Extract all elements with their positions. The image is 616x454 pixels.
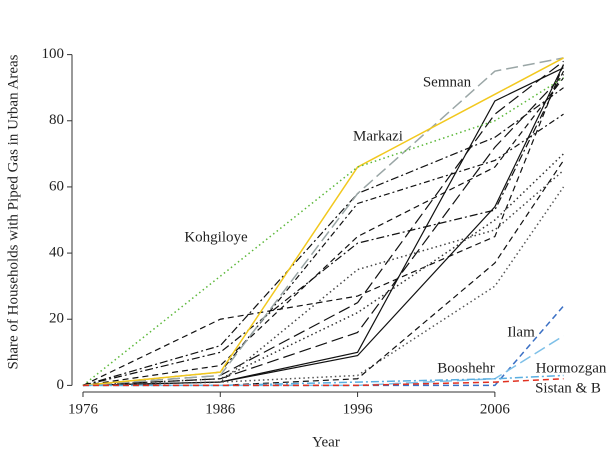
series-line xyxy=(82,70,565,386)
series-line xyxy=(82,77,564,386)
y-tick-label: 80 xyxy=(49,112,64,128)
series-line xyxy=(82,64,565,386)
y-tick-label: 20 xyxy=(49,311,64,327)
series-label: Ilam xyxy=(507,324,535,340)
y-axis-title: Share of Households with Piped Gas in Ur… xyxy=(5,54,21,369)
series-line xyxy=(82,87,564,386)
series-label: Hormozgan xyxy=(536,360,607,376)
x-tick-label: 2006 xyxy=(480,401,511,417)
series-line xyxy=(82,186,565,387)
series-line xyxy=(82,64,565,386)
series-line xyxy=(82,60,564,386)
series-line xyxy=(82,67,564,386)
series-label: Markazi xyxy=(353,128,403,144)
x-axis-title: Year xyxy=(312,434,340,450)
series-label: Semnan xyxy=(423,74,472,90)
x-tick-label: 1986 xyxy=(205,401,236,417)
series-line xyxy=(82,113,564,386)
series-label: Booshehr xyxy=(437,360,495,376)
series-label: Sistan & B xyxy=(535,380,601,396)
x-tick-label: 1976 xyxy=(68,401,99,417)
x-tick-label: 1996 xyxy=(343,401,374,417)
y-tick-label: 0 xyxy=(57,377,65,393)
series-line xyxy=(82,378,564,387)
series-line xyxy=(82,153,565,387)
y-tick-label: 100 xyxy=(42,46,65,62)
series-line xyxy=(82,77,564,386)
y-tick-label: 60 xyxy=(49,178,64,194)
series-line xyxy=(82,57,564,387)
y-tick-label: 40 xyxy=(49,245,64,261)
series-line xyxy=(82,169,565,387)
series-line xyxy=(82,57,564,387)
series-line xyxy=(82,74,564,386)
series-label: Kohgiloye xyxy=(184,229,248,245)
